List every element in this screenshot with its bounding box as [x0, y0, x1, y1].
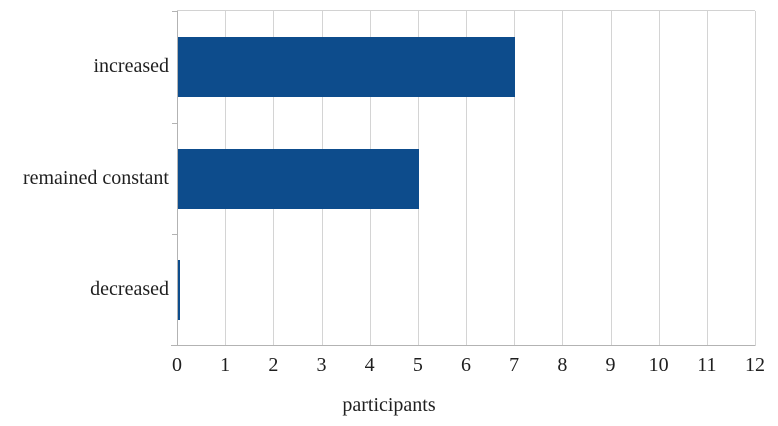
x-tick-label: 7 — [509, 354, 520, 376]
x-tick-label: 5 — [412, 354, 423, 376]
x-axis-ticks: 0 1 2 3 4 5 6 7 8 9 10 11 12 — [172, 352, 765, 378]
category-labels: increased remained constant decreased — [0, 10, 169, 345]
x-axis-line — [171, 345, 755, 346]
bar-increased — [178, 37, 516, 97]
category-axis-tick — [172, 123, 177, 124]
x-axis-title: participants — [342, 394, 436, 416]
gridline — [610, 11, 612, 346]
x-tick-label: 10 — [648, 354, 669, 376]
bar-remained-constant — [178, 149, 419, 209]
x-tick-label: 1 — [220, 354, 231, 376]
x-tick-label: 3 — [316, 354, 327, 376]
plot-area — [171, 10, 756, 346]
gridline — [466, 11, 467, 346]
x-tick-label: 9 — [605, 354, 616, 376]
category-label-decreased: decreased — [90, 278, 169, 300]
x-tick-label: 8 — [557, 354, 568, 376]
category-axis-tick — [172, 234, 177, 235]
x-tick-label: 4 — [364, 354, 375, 376]
category-axis-tick — [172, 11, 177, 12]
bar-decreased — [178, 260, 180, 320]
x-tick-label: 2 — [268, 354, 279, 376]
gridline — [658, 11, 660, 346]
gridline — [514, 11, 516, 346]
gridline — [706, 11, 708, 346]
x-tick-label: 12 — [745, 354, 765, 376]
category-label-increased: increased — [93, 55, 169, 77]
gridline — [755, 11, 756, 346]
x-tick-label: 0 — [172, 354, 182, 376]
y-axis-line — [177, 11, 178, 346]
gridline — [562, 11, 564, 346]
x-tick-label: 11 — [697, 354, 717, 376]
x-tick-label: 6 — [461, 354, 471, 376]
category-label-remained-constant: remained constant — [22, 167, 169, 189]
